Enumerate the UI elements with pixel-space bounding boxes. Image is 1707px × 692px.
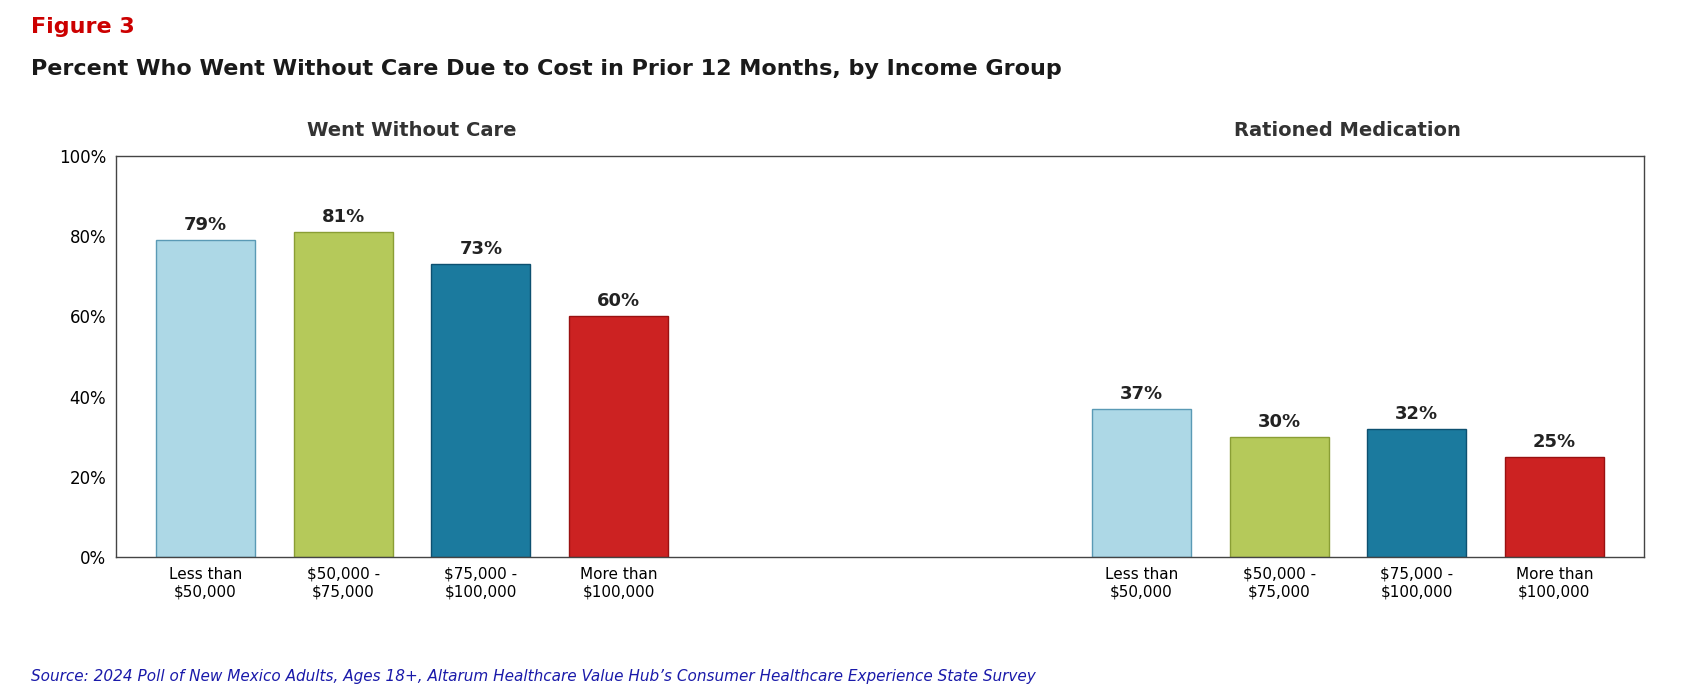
Bar [1367,428,1466,557]
Text: 60%: 60% [597,292,640,310]
Text: Source: 2024 Poll of New Mexico Adults, Ages 18+, Altarum Healthcare Value Hub’s: Source: 2024 Poll of New Mexico Adults, … [31,668,1036,684]
Text: 79%: 79% [184,216,227,234]
Bar [1229,437,1328,557]
Text: Went Without Care: Went Without Care [307,120,517,140]
Bar [432,264,531,557]
Bar [155,240,254,557]
Text: 81%: 81% [321,208,365,226]
Text: 37%: 37% [1120,385,1162,403]
Bar [294,232,393,557]
Text: Percent Who Went Without Care Due to Cost in Prior 12 Months, by Income Group: Percent Who Went Without Care Due to Cos… [31,59,1062,79]
Text: 32%: 32% [1395,405,1439,423]
Text: Figure 3: Figure 3 [31,17,135,37]
Text: 30%: 30% [1258,412,1301,430]
Text: 25%: 25% [1533,432,1576,450]
Text: 73%: 73% [459,240,502,258]
Bar [568,316,667,557]
Bar [1506,457,1605,557]
Text: Rationed Medication: Rationed Medication [1234,120,1461,140]
Bar [1092,408,1191,557]
